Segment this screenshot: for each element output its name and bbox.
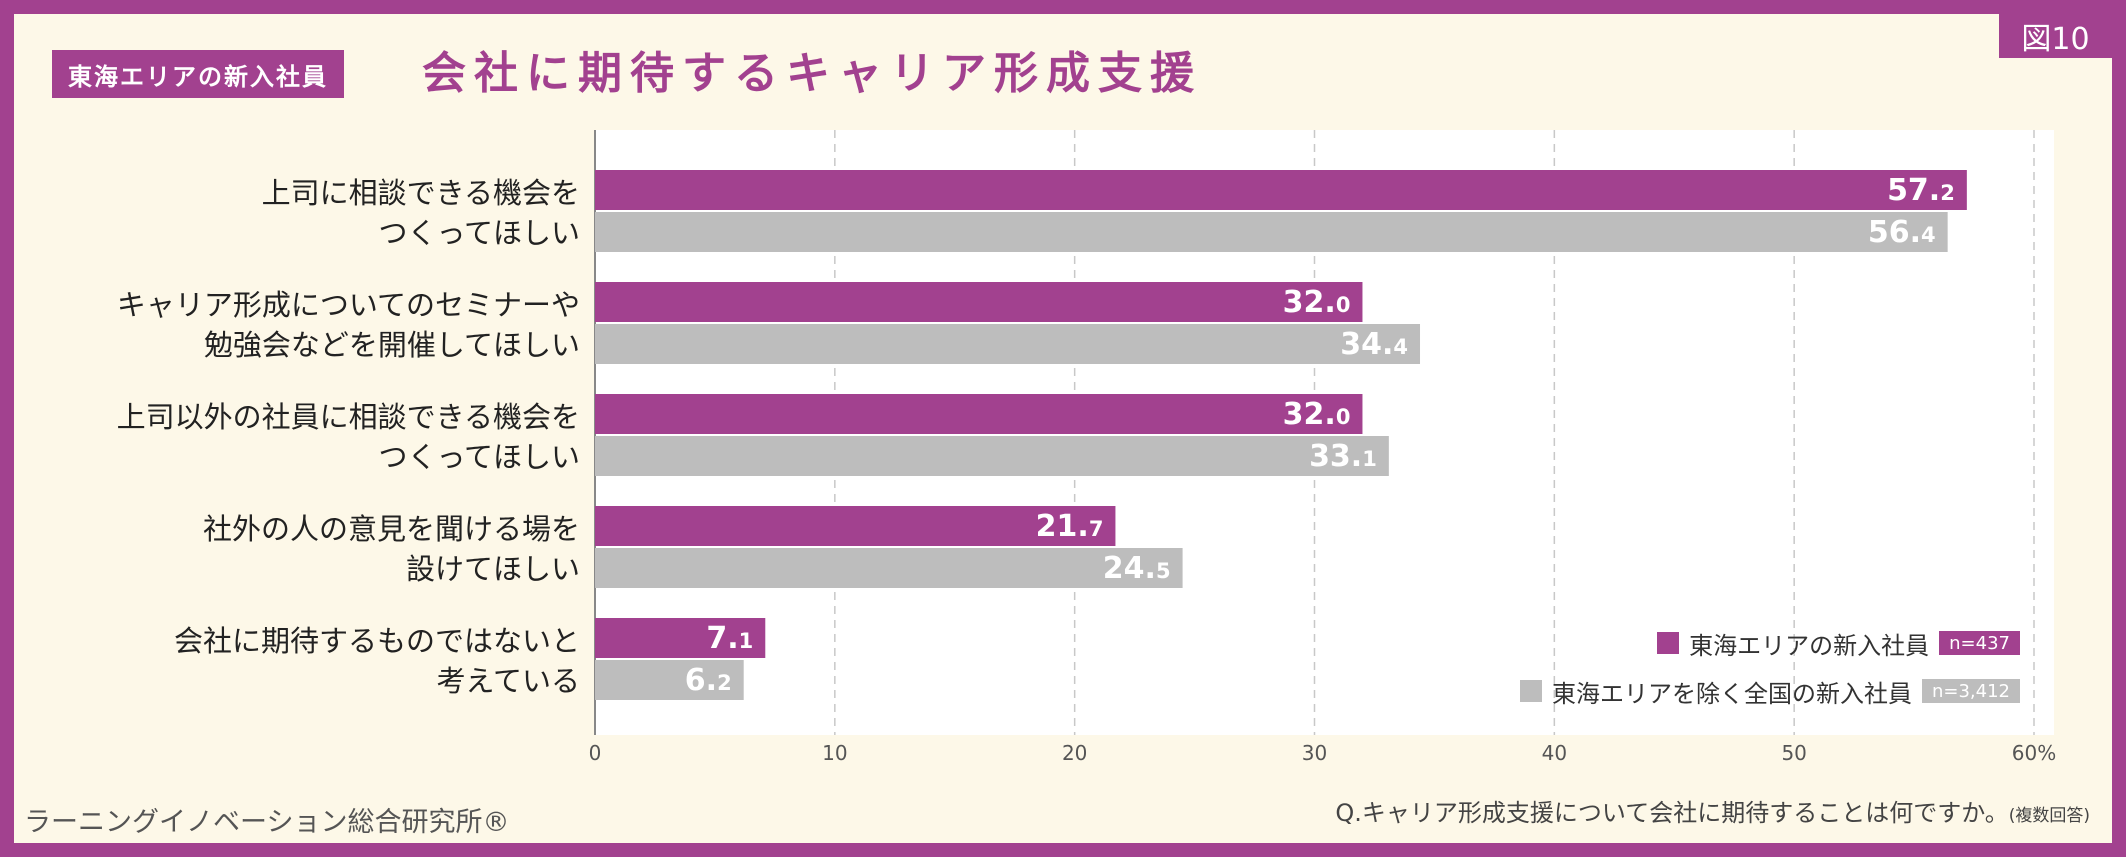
organization-credit: ラーニングイノベーション総合研究所® xyxy=(24,807,510,838)
category-label: 勉強会などを開催してほしい xyxy=(204,328,580,362)
legend-swatch-national xyxy=(1519,680,1542,702)
x-tick-label: 10 xyxy=(822,741,847,765)
title-tag: 東海エリアの新入社員 xyxy=(52,50,344,98)
category-label: 会社に期待するものではないと xyxy=(174,624,580,658)
bar xyxy=(595,394,1363,434)
legend-swatch-tokai xyxy=(1657,632,1680,654)
category-label: 考えている xyxy=(436,664,580,698)
category-label: 上司に相談できる機会を xyxy=(262,176,580,210)
legend-n-national: n=3,412 xyxy=(1921,679,2020,703)
bar-value-label: 32.0 xyxy=(1283,397,1351,432)
x-tick-label: 40 xyxy=(1542,741,1567,765)
bar xyxy=(595,324,1421,364)
legend-n-tokai: n=437 xyxy=(1939,631,2020,655)
x-tick-label: 60% xyxy=(2012,741,2056,765)
bar xyxy=(595,548,1183,588)
legend-label-tokai: 東海エリアの新入社員 xyxy=(1689,631,1930,660)
bar xyxy=(595,618,766,658)
bar xyxy=(595,506,1116,546)
bar xyxy=(595,212,1948,252)
bar-value-label: 56.4 xyxy=(1868,215,1936,250)
category-label: キャリア形成についてのセミナーや xyxy=(117,288,580,322)
figure-number-badge: 図10 xyxy=(1999,14,2112,58)
legend-item-tokai: 東海エリアの新入社員 n=437 xyxy=(1657,628,2020,660)
chart-title: 会社に期待するキャリア形成支援 xyxy=(422,48,1202,99)
question-text: Q.キャリア形成支援について会社に期待することは何ですか。 xyxy=(1335,799,2009,827)
x-tick-label: 30 xyxy=(1302,741,1327,765)
bar xyxy=(595,170,1967,210)
bar xyxy=(595,660,744,700)
legend-label-national: 東海エリアを除く全国の新入社員 xyxy=(1551,679,1912,708)
x-tick-label: 20 xyxy=(1062,741,1087,765)
bar xyxy=(595,282,1363,322)
bar-value-label: 33.1 xyxy=(1309,439,1377,474)
bar-value-label: 57.2 xyxy=(1887,173,1955,208)
bar-value-label: 32.0 xyxy=(1283,285,1351,320)
legend-item-national: 東海エリアを除く全国の新入社員 n=3,412 xyxy=(1519,676,2020,708)
category-label: つくってほしい xyxy=(378,440,580,474)
bar-value-label: 6.2 xyxy=(685,663,732,698)
survey-question: Q.キャリア形成支援について会社に期待することは何ですか。(複数回答) xyxy=(1335,793,2090,828)
category-label: つくってほしい xyxy=(378,216,580,250)
category-label: 上司以外の社員に相談できる機会を xyxy=(117,400,580,434)
bar xyxy=(595,436,1389,476)
bar-value-label: 21.7 xyxy=(1036,509,1104,544)
x-tick-label: 50 xyxy=(1781,741,1806,765)
bar-value-label: 7.1 xyxy=(706,621,753,656)
bar-value-label: 24.5 xyxy=(1103,551,1171,586)
x-tick-label: 0 xyxy=(589,741,602,765)
category-label: 設けてほしい xyxy=(406,552,580,586)
bar-value-label: 34.4 xyxy=(1340,327,1408,362)
question-note: (複数回答) xyxy=(2008,806,2090,826)
category-label: 社外の人の意見を聞ける場を xyxy=(203,512,580,546)
